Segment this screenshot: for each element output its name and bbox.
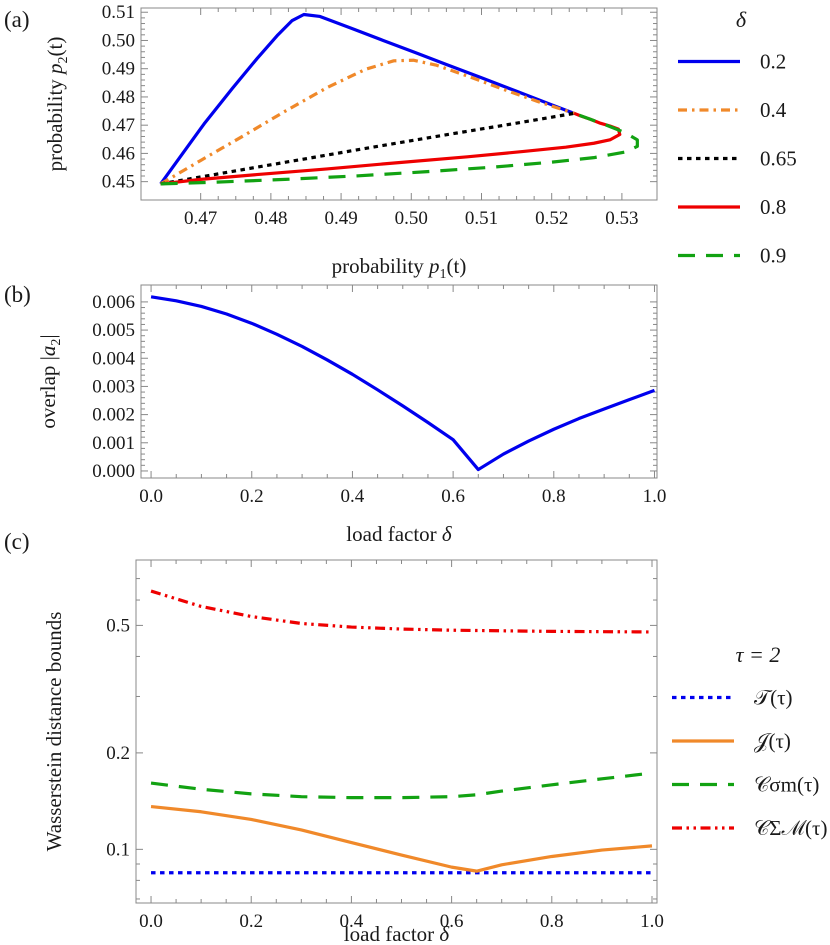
panel-a-legend: δ 0.2 0.4 0.65 0.8 0.9 [678,7,797,268]
x-tick-label: 0.53 [605,208,638,229]
x-tick-label: 0.51 [465,208,498,229]
legend-a-title: δ [736,7,747,32]
series-line-2 [159,58,575,186]
x-tick-label: 0.2 [239,911,263,932]
legend-label-2: 0.4 [760,98,787,122]
x-tick-label: 1.0 [643,486,667,507]
y-tick-label: 0.46 [102,143,135,164]
y-tick-label: 0.2 [106,743,130,764]
series-line-3 [150,771,653,800]
x-tick-label: 0.8 [540,911,564,932]
y-tick-label: 0.001 [92,433,135,454]
y-tick-label: 0.45 [102,172,135,193]
legend-label-3: 0.65 [760,147,797,171]
legend-label-4: 0.8 [760,195,786,219]
panel-a-probability-trajectories: 0.47 0.48 0.49 0.50 0.51 0.52 0.53 0.45 0.46 0.47… [43,2,658,282]
legend-label-2: 𝒥(τ) [754,729,791,753]
series-line-4 [160,111,622,186]
legend-label-4: 𝒞Σℳ(τ) [754,816,827,840]
series-line-3 [160,111,575,186]
panel-label-c: (c) [4,529,30,554]
series-line-4 [150,589,652,634]
x-tick-label: 1.0 [640,911,664,932]
panel-label-a: (a) [4,7,30,32]
x-tick-label: 0.47 [184,208,217,229]
series-line-1 [150,295,656,472]
panel-b-frame [140,284,658,479]
y-tick-label: 0.003 [92,376,135,397]
legend-label-5: 0.9 [760,244,786,268]
y-tick-label: 0.51 [102,2,135,23]
panel-a-frame [140,7,658,201]
x-tick-label: 0.0 [139,911,163,932]
x-tick-label: 0.6 [441,486,465,507]
panel-c-y-axis-label: Wasserstein distance bounds [42,612,66,852]
x-tick-label: 0.4 [340,911,364,932]
y-tick-label: 0.004 [92,348,135,369]
y-tick-label: 0.49 [102,59,135,80]
series-line-5 [160,111,639,186]
panel-b-y-axis-label: overlap |a2| [36,334,64,428]
legend-label-3: 𝒞σm(τ) [754,773,819,797]
x-tick-label: 0.8 [542,486,566,507]
legend-c-title: τ = 2 [736,642,781,667]
y-tick-label: 0.48 [102,87,135,108]
y-tick-label: 0.000 [92,461,135,482]
series-line-2 [150,804,653,873]
x-tick-label: 0.52 [535,208,568,229]
panel-label-b: (b) [4,282,31,307]
x-tick-label: 0.6 [440,911,464,932]
panel-a-x-axis-label: probability p1(t) [332,254,467,282]
panel-b-overlap-vs-load: 0.0 0.2 0.4 0.6 0.8 1.0 0.000 0.001 0.002 0.003 0.… [36,284,667,546]
panel-b-x-axis-label: load factor δ [346,522,453,546]
legend-label-1: 𝒯(τ) [754,686,793,710]
y-tick-label: 0.006 [92,292,135,313]
x-tick-label: 0.50 [395,208,428,229]
y-tick-label: 0.5 [106,615,130,636]
y-tick-label: 0.002 [92,405,135,426]
panel-c-x-axis-label: load factor δ [344,922,451,945]
legend-label-1: 0.2 [760,50,786,74]
x-tick-label: 0.0 [139,486,163,507]
x-tick-label: 0.2 [240,486,264,507]
y-tick-label: 0.005 [92,320,135,341]
series-line-1 [159,12,575,185]
x-tick-label: 0.4 [341,486,365,507]
panel-a-y-axis-label: probability p2(t) [43,37,71,172]
y-tick-label: 0.47 [102,115,135,136]
panel-c-legend: τ = 2 𝒯(τ) 𝒥(τ) 𝒞σm(τ) 𝒞Σℳ(τ) [672,642,827,840]
panel-c-wasserstein-bounds: 0.0 0.2 0.4 0.6 0.8 1.0 0.1 0.2 0.5 load factor δ… [42,559,664,945]
x-tick-label: 0.48 [254,208,287,229]
panel-c-frame [135,559,658,904]
y-tick-label: 0.1 [106,839,130,860]
x-tick-label: 0.49 [324,208,357,229]
y-tick-label: 0.50 [102,30,135,51]
